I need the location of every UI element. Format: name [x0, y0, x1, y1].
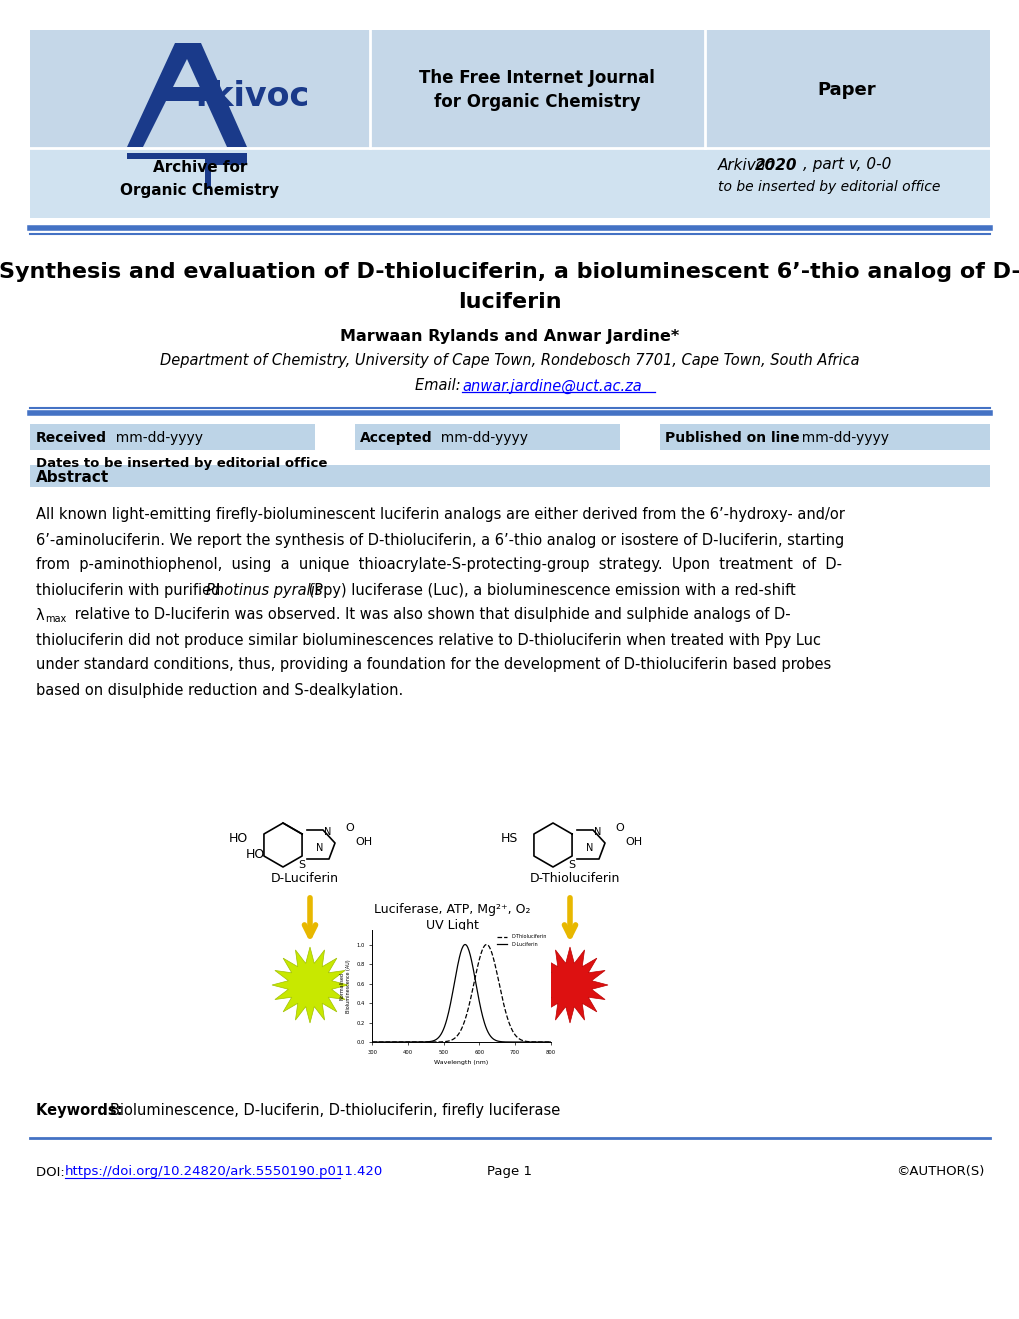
Text: Arkivoc: Arkivoc	[717, 157, 779, 173]
Text: from  p-aminothiophenol,  using  a  unique  thioacrylate-S-protecting-group  str: from p-aminothiophenol, using a unique t…	[36, 558, 841, 572]
D-Thioluciferin	[366, 1034, 378, 1050]
D-Thioluciferin	[367, 1034, 379, 1050]
Text: mm-dd-yyyy: mm-dd-yyyy	[432, 431, 528, 445]
Text: relative to D-luciferin was observed. It was also shown that disulphide and sulp: relative to D-luciferin was observed. It…	[70, 608, 790, 623]
Polygon shape	[532, 947, 607, 1024]
Bar	[30, 148, 989, 218]
D-Thioluciferin	[475, 944, 487, 960]
Text: λ: λ	[36, 608, 45, 623]
Text: Abstract: Abstract	[36, 470, 109, 484]
Text: DOI:: DOI:	[36, 1166, 69, 1178]
Text: , part v, 0-0: , part v, 0-0	[802, 157, 891, 173]
Text: https://doi.org/10.24820/ark.5550190.p011.420: https://doi.org/10.24820/ark.5550190.p01…	[65, 1166, 383, 1178]
D-Luciferin	[472, 989, 484, 1005]
Text: ©AUTHOR(S): ©AUTHOR(S)	[896, 1166, 984, 1178]
Text: Published on line: Published on line	[664, 431, 799, 445]
D-Thioluciferin	[472, 955, 484, 971]
Text: mm-dd-yyyy: mm-dd-yyyy	[107, 431, 203, 445]
Bar	[30, 423, 315, 450]
Polygon shape	[186, 44, 247, 146]
Text: Page 1: Page 1	[487, 1166, 532, 1178]
Text: D-Thioluciferin: D-Thioluciferin	[529, 872, 620, 885]
Text: for Organic Chemistry: for Organic Chemistry	[433, 94, 640, 111]
Text: N: N	[594, 827, 601, 838]
Text: Marwaan Rylands and Anwar Jardine*: Marwaan Rylands and Anwar Jardine*	[340, 328, 679, 343]
Text: HS: HS	[500, 831, 518, 844]
Text: Luciferase, ATP, Mg²⁺, O₂: Luciferase, ATP, Mg²⁺, O₂	[373, 904, 530, 917]
Text: thioluciferin with purified: thioluciferin with purified	[36, 583, 225, 598]
Text: mm-dd-yyyy: mm-dd-yyyy	[792, 431, 889, 445]
D-Thioluciferin	[472, 958, 484, 973]
D-Luciferin	[459, 936, 471, 952]
Text: S: S	[299, 860, 306, 871]
Text: Dates to be inserted by editorial office: Dates to be inserted by editorial office	[36, 458, 327, 471]
D-Luciferin	[473, 993, 485, 1009]
Bar	[355, 423, 620, 450]
Text: UV Light: UV Light	[425, 918, 478, 931]
Text: All known light-emitting firefly-bioluminescent luciferin analogs are either der: All known light-emitting firefly-biolumi…	[36, 508, 844, 522]
Bar	[659, 423, 989, 450]
Text: Keywords:: Keywords:	[36, 1103, 127, 1117]
Line: D-Thioluciferin: D-Thioluciferin	[372, 944, 550, 1042]
D-Luciferin	[517, 1034, 529, 1050]
Legend: D-Thioluciferin, D-Luciferin: D-Thioluciferin, D-Luciferin	[495, 933, 548, 948]
D-Luciferin	[366, 1034, 378, 1050]
D-Thioluciferin	[528, 1034, 540, 1050]
Text: Received: Received	[36, 431, 107, 445]
D-Luciferin	[544, 1034, 556, 1050]
Text: OH: OH	[625, 838, 642, 847]
Text: Synthesis and evaluation of D-thioluciferin, a bioluminescent 6’-thio analog of : Synthesis and evaluation of D-thiolucife…	[0, 262, 1019, 282]
Text: N: N	[586, 843, 593, 853]
Text: O: O	[614, 823, 624, 834]
Text: 6’-aminoluciferin. We report the synthesis of D-thioluciferin, a 6’-thio analog : 6’-aminoluciferin. We report the synthes…	[36, 533, 844, 547]
Polygon shape	[155, 87, 215, 102]
Polygon shape	[272, 947, 347, 1024]
Text: Accepted: Accepted	[360, 431, 432, 445]
D-Thioluciferin	[517, 1033, 529, 1049]
Text: anwar.jardine@uct.ac.za: anwar.jardine@uct.ac.za	[462, 379, 641, 393]
Bar	[30, 466, 989, 487]
Text: S: S	[568, 860, 575, 871]
Text: 2020: 2020	[754, 157, 797, 173]
Polygon shape	[127, 44, 186, 146]
Text: Bioluminescence, D-luciferin, D-thioluciferin, firefly luciferase: Bioluminescence, D-luciferin, D-thioluci…	[110, 1103, 559, 1117]
Text: Archive for: Archive for	[153, 161, 247, 175]
D-Luciferin	[476, 1006, 488, 1022]
Y-axis label: Normalised
Bioluminescence (AU): Normalised Bioluminescence (AU)	[339, 959, 351, 1013]
Text: Email:: Email:	[415, 379, 465, 393]
Text: HO: HO	[246, 848, 264, 861]
Text: Department of Chemistry, University of Cape Town, Rondebosch 7701, Cape Town, So: Department of Chemistry, University of C…	[160, 353, 859, 368]
Line: D-Luciferin: D-Luciferin	[372, 944, 550, 1042]
D-Luciferin	[528, 1034, 540, 1050]
Bar	[30, 30, 989, 148]
Text: luciferin: luciferin	[458, 291, 561, 313]
Polygon shape	[127, 153, 247, 160]
Text: The Free Internet Journal: The Free Internet Journal	[419, 69, 654, 87]
Text: under standard conditions, thus, providing a foundation for the development of D: under standard conditions, thus, providi…	[36, 657, 830, 673]
D-Luciferin	[367, 1034, 379, 1050]
Text: Paper: Paper	[817, 80, 875, 99]
Text: rkivoc: rkivoc	[195, 80, 309, 113]
Text: N: N	[324, 827, 331, 838]
Text: Photinus pyralis: Photinus pyralis	[206, 583, 322, 598]
Text: to be inserted by editorial office: to be inserted by editorial office	[717, 179, 940, 194]
Text: N: N	[316, 843, 323, 853]
Text: D-Luciferin: D-Luciferin	[271, 872, 338, 885]
Text: OH: OH	[355, 838, 372, 847]
Text: O: O	[344, 823, 354, 834]
X-axis label: Wavelength (nm): Wavelength (nm)	[434, 1060, 488, 1066]
Text: max: max	[45, 615, 66, 624]
Text: (Ppy) luciferase (Luc), a bioluminescence emission with a red-shift: (Ppy) luciferase (Luc), a bioluminescenc…	[304, 583, 795, 598]
Polygon shape	[205, 160, 247, 189]
Text: HO: HO	[228, 831, 248, 844]
Text: thioluciferin did not produce similar bioluminescences relative to D-thiolucifer: thioluciferin did not produce similar bi…	[36, 633, 820, 648]
Text: Organic Chemistry: Organic Chemistry	[120, 182, 279, 198]
D-Thioluciferin	[544, 1034, 556, 1050]
D-Thioluciferin	[480, 936, 492, 952]
Text: based on disulphide reduction and S-dealkylation.: based on disulphide reduction and S-deal…	[36, 682, 403, 698]
